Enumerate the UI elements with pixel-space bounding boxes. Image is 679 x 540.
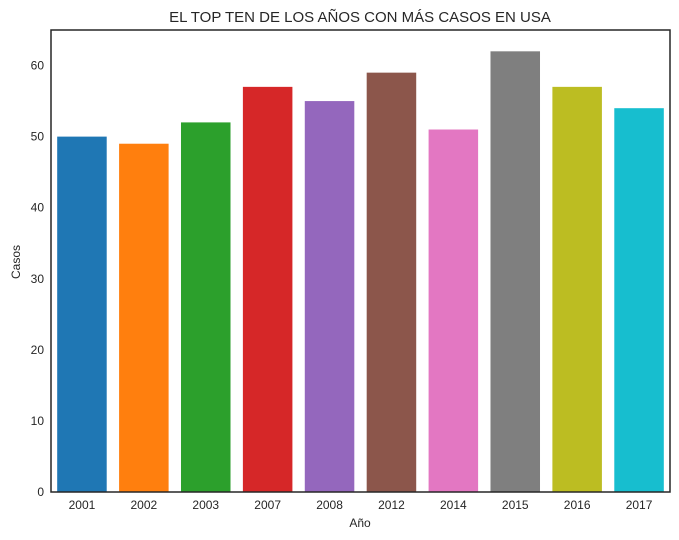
plot-frame [50,29,671,493]
bar-2002 [119,143,169,492]
x-ticks-group: 2001 2002 2003 2007 2008 2012 2014 2015 2016 2017 [69,498,653,512]
chart-title: EL TOP TEN DE LOS AÑOS CON MÁS CASOS EN … [169,9,551,26]
bar-2007 [242,86,293,492]
x-tick-label: 2014 [440,498,467,512]
y-tick-label: 30 [31,272,45,286]
x-tick-label: 2002 [130,498,157,512]
x-tick-label: 2007 [254,498,281,512]
y-tick-label: 40 [31,201,45,215]
x-tick-label: 2016 [564,498,591,512]
y-axis-label: Casos [9,245,23,279]
y-tick-label: 50 [31,130,45,144]
y-tick-label: 60 [31,59,45,73]
y-ticks-group: 0 10 20 30 40 50 60 [31,59,45,499]
bar-2003 [180,122,231,493]
x-tick-label: 2008 [316,498,343,512]
x-tick-label: 2012 [378,498,405,512]
bar-2001 [57,136,107,492]
bar-2008 [304,101,355,493]
x-tick-label: 2001 [69,498,96,512]
x-tick-label: 2003 [192,498,219,512]
bar-2014 [428,129,479,492]
bar-2016 [552,86,602,492]
x-axis-label: Año [349,516,371,530]
bar-2015 [490,51,541,492]
bars-group [57,51,664,493]
bar-2012 [366,72,417,493]
x-tick-label: 2017 [626,498,653,512]
y-tick-label: 0 [37,485,44,499]
x-tick-label: 2015 [502,498,529,512]
y-tick-label: 20 [31,343,45,357]
bar-2017 [614,108,664,492]
y-tick-label: 10 [31,414,45,428]
